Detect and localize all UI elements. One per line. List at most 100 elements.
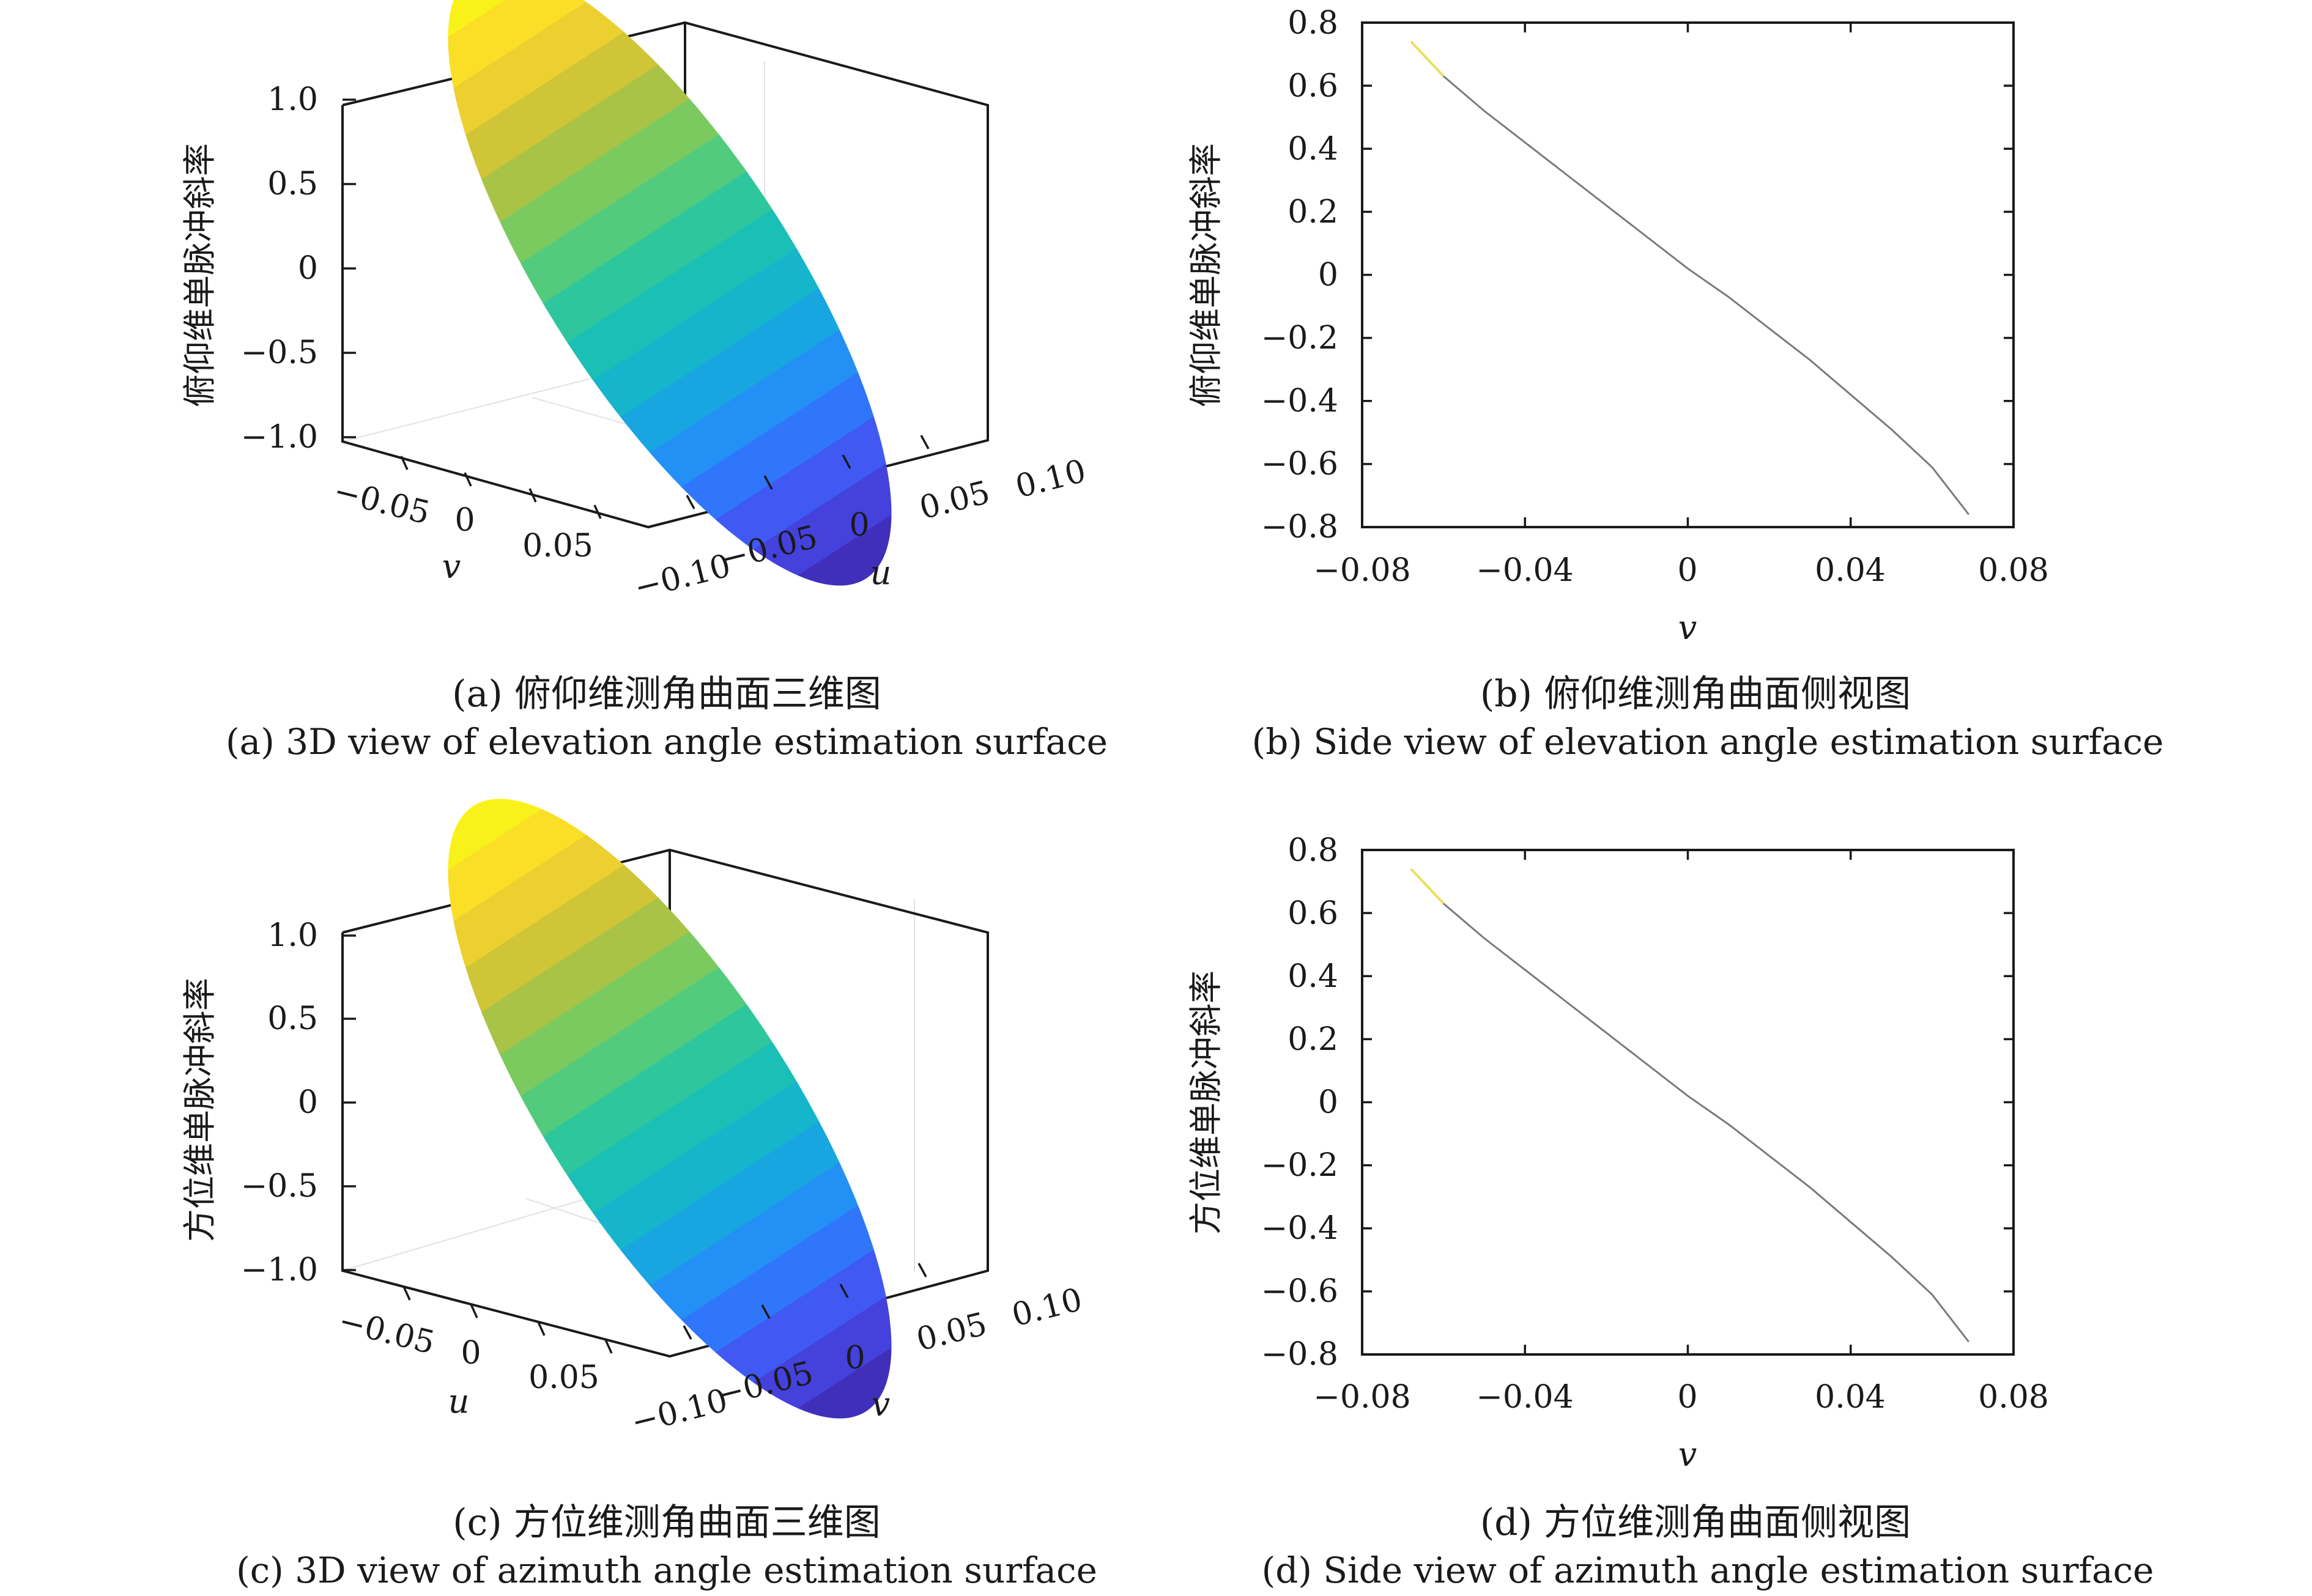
panel-d-ylabel: 方位维单脉冲斜率: [1187, 970, 1225, 1235]
panel-a-zlabel: 俯仰维单脉冲斜率: [180, 143, 219, 407]
panel-c-xlabel: u: [448, 1382, 470, 1421]
surface-band: [472, 80, 744, 280]
surface-band: [621, 311, 894, 511]
panel-d-yticklabel: 0.8: [1288, 832, 1338, 869]
surface-band: [446, 874, 719, 1074]
panel-b-yticklabel: 0.8: [1288, 5, 1338, 42]
surface-band: [497, 119, 769, 319]
panel-a-yticklabel: 0.05: [916, 474, 993, 526]
caption-a-zh: (a) 俯仰维测角曲面三维图: [452, 673, 881, 715]
panel-a-yticklabel: −0.10: [631, 547, 734, 607]
panel-b-series-line: [1410, 40, 1969, 515]
panel-b-yticklabel: −0.4: [1261, 383, 1338, 419]
surface-band: [647, 1182, 919, 1382]
panel-c-xticklabel: 0.05: [528, 1359, 599, 1396]
caption-a-en: (a) 3D view of elevation angle estimatio…: [226, 721, 1108, 763]
surface-band: [497, 951, 769, 1151]
panel-c-z-ticks: 1.0 0.5 0 −0.5 −1.0: [241, 917, 356, 1288]
panel-d-xticklabel: 0: [1677, 1379, 1697, 1416]
panel-d-yticklabel: −0.2: [1261, 1147, 1338, 1184]
panel-c-yticklabel: 0.05: [913, 1306, 990, 1358]
surface-band: [546, 1029, 818, 1228]
caption-b-en: (b) Side view of elevation angle estimat…: [1252, 721, 2164, 763]
surface-band: [396, 797, 669, 997]
panel-c-yticklabel: −0.10: [628, 1382, 731, 1441]
panel-b-ytick-labels: 0.8 0.6 0.4 0.2 0 −0.2 −0.4 −0.6 −0.8: [1261, 5, 1338, 545]
surface-band: [421, 3, 694, 203]
caption-d-en: (d) Side view of azimuth angle estimatio…: [1262, 1550, 2154, 1591]
panel-b-xticklabel: −0.08: [1313, 552, 1410, 589]
surface-band: [571, 1067, 843, 1266]
caption-c-zh: (c) 方位维测角曲面三维图: [453, 1501, 881, 1544]
panel-d-xtick-labels: −0.08 −0.04 0 0.04 0.08: [1313, 1379, 2049, 1416]
panel-b-xlabel: v: [1678, 608, 1697, 647]
surface-band: [396, 0, 669, 164]
panel-c-zticklabel: −1.0: [241, 1252, 318, 1288]
panel-d-xticklabel: −0.04: [1476, 1379, 1573, 1416]
panel-c-3d-surface: 1.0 0.5 0 −0.5 −1.0 −0.05 0 0.05 u −0.10…: [180, 739, 1086, 1478]
panel-b-yticklabel: −0.8: [1261, 509, 1338, 545]
panel-c-ylabel: v: [872, 1385, 891, 1424]
surface-band: [546, 196, 818, 395]
panel-b-series-tip: [1410, 40, 1445, 78]
surface-band: [621, 1143, 894, 1343]
panel-b-yticklabel: −0.2: [1261, 320, 1338, 357]
panel-c-xticklabel: 0: [461, 1335, 481, 1372]
surface-band: [647, 349, 919, 549]
panel-b-xticklabel: −0.04: [1476, 552, 1573, 589]
caption-c-en: (c) 3D view of azimuth angle estimation …: [236, 1550, 1097, 1591]
panel-d-xticklabel: −0.08: [1313, 1379, 1410, 1416]
panel-a-zticklabel: 1.0: [267, 81, 318, 118]
panel-b-ticks: [1361, 21, 2015, 528]
panel-d-yticklabel: 0.2: [1288, 1021, 1338, 1058]
panel-d-yticklabel: −0.8: [1261, 1336, 1338, 1373]
caption-b-zh: (b) 俯仰维测角曲面侧视图: [1480, 673, 1911, 715]
panel-b-ylabel: 俯仰维单脉冲斜率: [1187, 143, 1225, 407]
panel-b-xticklabel: 0.04: [1815, 552, 1886, 589]
panel-a-xticklabel: −0.05: [330, 473, 434, 532]
panel-a-z-ticks: 1.0 0.5 0 −0.5 −1.0: [241, 81, 356, 456]
surface-band: [446, 42, 719, 242]
panel-b-yticklabel: 0: [1318, 257, 1338, 294]
panel-b-xticklabel: 0: [1677, 552, 1697, 589]
panel-a-zticklabel: −1.0: [241, 419, 318, 456]
panel-d-yticklabel: −0.6: [1261, 1273, 1338, 1310]
panel-d-line-plot: 0.8 0.6 0.4 0.2 0 −0.2 −0.4 −0.6 −0.8 −0…: [1187, 832, 2049, 1474]
panel-d-yticklabel: 0.6: [1288, 895, 1338, 932]
captions: (a) 俯仰维测角曲面三维图 (a) 3D view of elevation …: [226, 673, 2163, 1591]
surface-band: [472, 913, 744, 1113]
surface-band: [596, 273, 869, 472]
panel-d-xticklabel: 0.08: [1978, 1379, 2049, 1416]
panel-a-zticklabel: 0: [298, 250, 318, 287]
panel-a-zticklabel: −0.5: [241, 334, 318, 371]
surface-band: [671, 388, 944, 588]
panel-a-xticklabel: 0: [454, 502, 475, 539]
panel-d-series-tip: [1410, 868, 1445, 905]
panel-b-yticklabel: 0.6: [1288, 68, 1338, 105]
surface-band: [571, 234, 843, 434]
panel-a-yticklabel: 0: [849, 507, 869, 544]
panel-d-xlabel: v: [1678, 1435, 1697, 1474]
panel-c-zticklabel: 0.5: [267, 1000, 318, 1037]
panel-a-zticklabel: 0.5: [267, 166, 318, 202]
panel-a-3d-surface: 1.0 0.5 0 −0.5 −1.0 −0.05 0 0.05 v −0.10…: [180, 0, 1089, 645]
panel-c-zlabel: 方位维单脉冲斜率: [180, 978, 219, 1242]
surface-band: [596, 1106, 869, 1305]
panel-c-xticklabel: −0.05: [335, 1302, 439, 1362]
panel-a-ylabel: u: [870, 553, 892, 592]
panel-b-line-plot: 0.8 0.6 0.4 0.2 0 −0.2 −0.4 −0.6 −0.8 −0…: [1187, 5, 2049, 647]
panel-a-xlabel: v: [442, 547, 461, 586]
panel-b-yticklabel: 0.4: [1288, 131, 1338, 168]
panel-c-zticklabel: 1.0: [267, 917, 318, 954]
panel-b-xticklabel: 0.08: [1978, 552, 2049, 589]
panel-c-yticklabel: 0.10: [1008, 1281, 1086, 1334]
panel-c-zticklabel: −0.5: [241, 1168, 318, 1205]
panel-d-ticks: [1361, 849, 2015, 1356]
panel-c-x-ticks: −0.05 0 0.05 u: [335, 1286, 613, 1421]
panel-d-ytick-labels: 0.8 0.6 0.4 0.2 0 −0.2 −0.4 −0.6 −0.8: [1261, 832, 1338, 1373]
surface-band: [521, 990, 794, 1189]
surface-band: [671, 1221, 944, 1421]
panel-b-yticklabel: 0.2: [1288, 194, 1338, 231]
surface-band: [421, 836, 694, 1036]
